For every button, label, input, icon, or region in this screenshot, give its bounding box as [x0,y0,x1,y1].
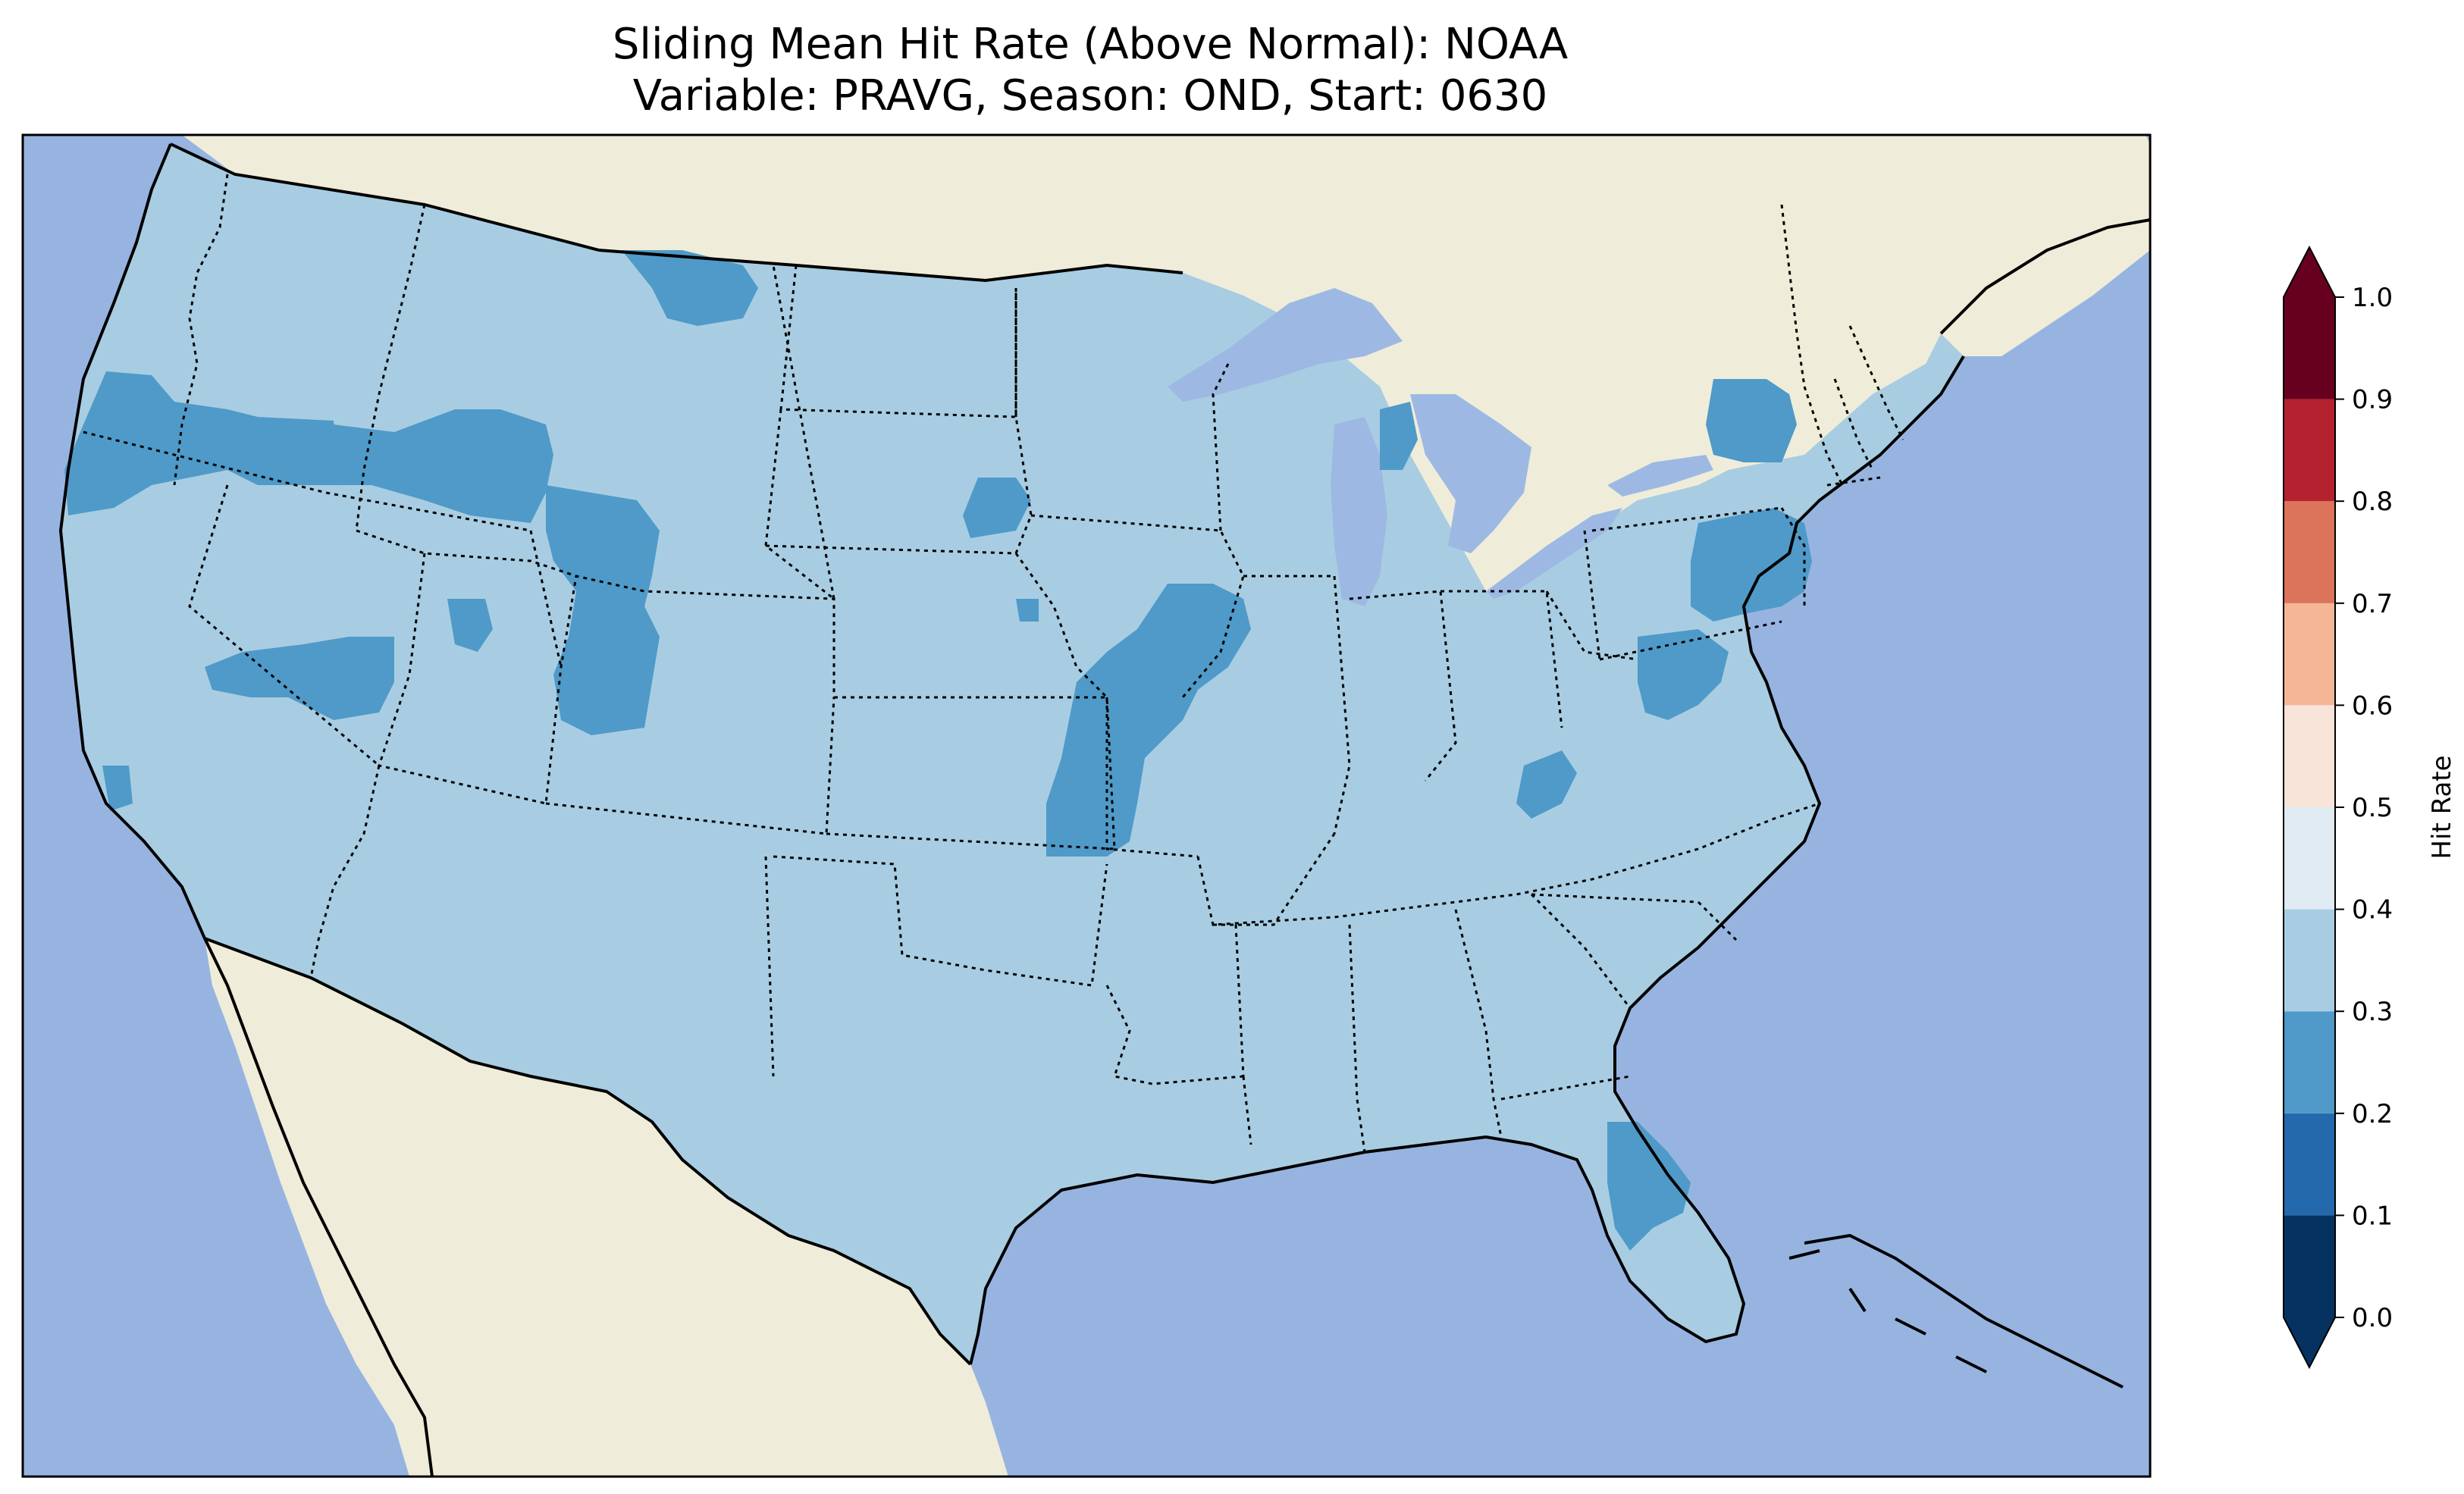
colorbar-tick-label-7: 0.7 [2352,589,2393,619]
colorbar-tick-label-9: 0.9 [2352,385,2393,415]
state-borders [83,174,1904,1153]
patch-california-south [102,766,133,811]
gulf-coast [969,355,1965,1365]
colorbar-tick-label-1: 0.1 [2352,1201,2393,1231]
colorbar-tick-label-2: 0.2 [2352,1099,2393,1129]
colorbar-tick-label-8: 0.8 [2352,487,2393,517]
baja-land [205,938,432,1477]
cuba-coast [1804,1233,2124,1389]
mexico-land [205,938,1008,1477]
lake-erie [1486,508,1622,599]
colorbar-tick-label-5: 0.5 [2352,793,2393,823]
colorbar: 0.0 0.1 0.2 0.3 0.4 0.5 0.6 0.7 0.8 0.9 1.0 Hit Rat… [2283,245,2457,1370]
colorbar-tick-label-10: 1.0 [2352,283,2393,313]
hit-rate-0-2-patches [64,250,1812,1251]
colorbar-tick-label-6: 0.6 [2352,691,2393,721]
patch-new-york [1706,379,1797,462]
patch-pennsylvania [1691,508,1812,622]
colorbar-bin-9 [2284,297,2335,399]
patch-kentucky [1516,750,1577,819]
map-title-line-1: Sliding Mean Hit Rate (Above Normal): NO… [612,20,1569,69]
coastlines-and-borders [58,143,2151,1477]
patch-nevada [205,637,394,720]
colorbar-tick-label-0: 0.0 [2352,1303,2393,1333]
colorbar-bin-8 [2284,399,2335,502]
lake-michigan [1331,417,1387,606]
lake-superior [1168,288,1403,402]
patch-utah-small [447,599,493,652]
bahamas [1788,1249,1987,1373]
colorbar-tick-label-3: 0.3 [2352,997,2393,1027]
patch-iowa-small [1016,599,1039,622]
colorbar-extend-top [2284,247,2335,297]
patch-montana-north [622,250,758,326]
colorbar-extend-bottom [2284,1317,2335,1367]
lake-huron [1410,394,1531,553]
pacific-coast [58,143,206,939]
colorbar-bin-5 [2284,705,2335,807]
patch-kansas-missouri [1046,584,1251,857]
colorbar-bin-4 [2284,807,2335,910]
patch-wyoming-utah [546,485,660,735]
maritimes-coast [1939,218,2151,335]
colorbar-bin-1 [2284,1113,2335,1216]
colorbar-tick-label-4: 0.4 [2352,895,2393,926]
us-mexico-border [204,937,972,1366]
patch-south-dakota [963,478,1031,538]
patch-virginia [1638,629,1729,720]
colorbar-bin-7 [2284,501,2335,603]
patch-florida [1607,1122,1691,1251]
colorbar-bin-6 [2284,603,2335,706]
map-title-line-2: Variable: PRAVG, Season: OND, Start: 063… [632,71,1548,121]
colorbar-bin-0 [2284,1215,2335,1317]
us-canada-border [170,143,1183,283]
baja-coast [203,938,434,1477]
maritimes-land [1941,220,2150,356]
patch-michigan [1380,402,1418,470]
map-frame [21,133,2152,1478]
colorbar-bin-2 [2284,1011,2335,1113]
colorbar-bin-3 [2284,909,2335,1012]
lake-ontario [1607,455,1713,496]
patch-idaho-montana [334,409,553,523]
colorbar-label: Hit Rate [2427,755,2457,859]
